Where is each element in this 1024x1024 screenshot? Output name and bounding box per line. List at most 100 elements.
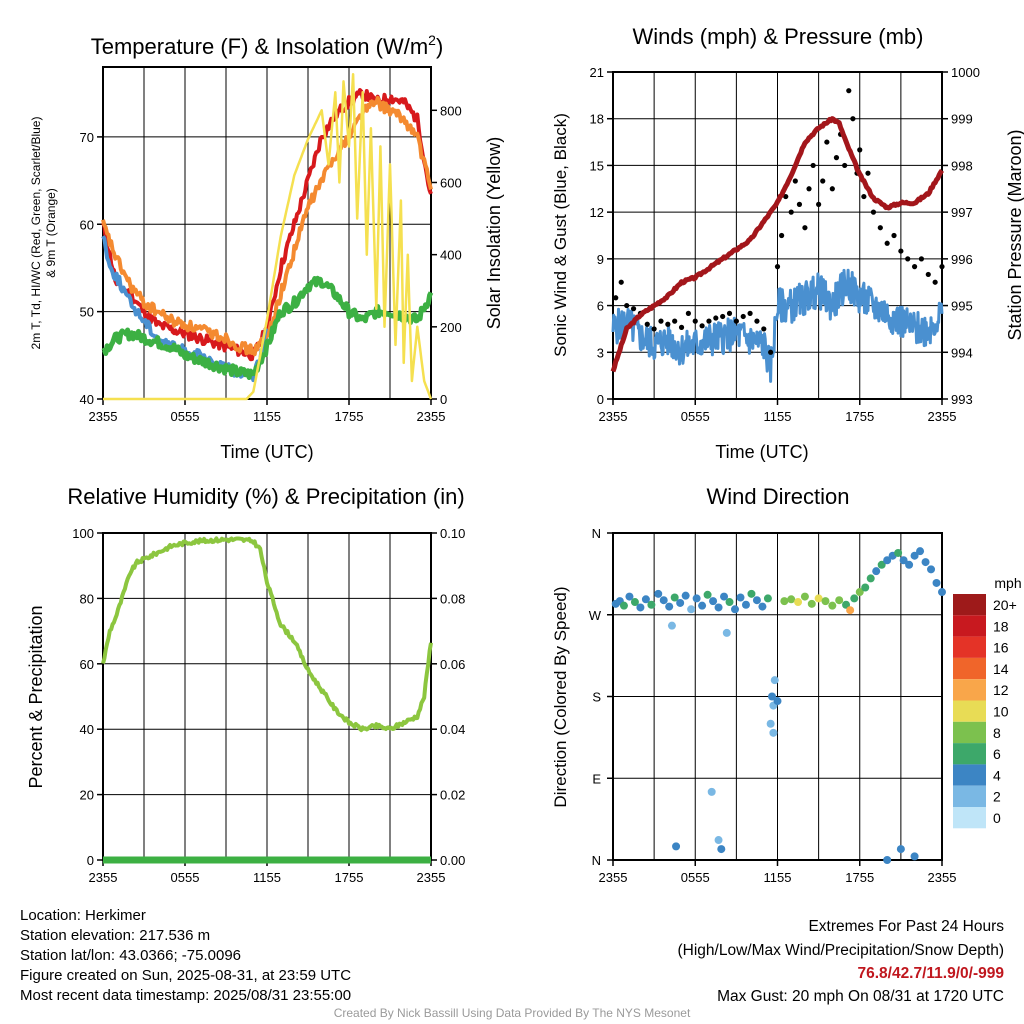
- gust-point: [692, 318, 698, 324]
- legend-label: 6: [993, 746, 1001, 762]
- temp-ytick-right-label: 400: [440, 248, 462, 263]
- dir-xtick-label: 0555: [681, 870, 710, 885]
- wind-ytick-right-label: 1000: [951, 65, 980, 80]
- direction-point: [665, 602, 674, 611]
- gust-point: [846, 88, 852, 94]
- temp-ytick-label: 50: [80, 305, 94, 320]
- direction-point: [910, 852, 919, 861]
- dir-ytick-label: W: [589, 608, 602, 623]
- wind-ytick-label: 15: [590, 158, 604, 173]
- wind-xtick-label: 2355: [928, 409, 957, 424]
- direction-point: [938, 588, 946, 597]
- temp-xtick-label: 1755: [335, 409, 364, 424]
- wind-xtick-label: 1155: [764, 409, 792, 424]
- gust-point: [788, 209, 794, 215]
- gust-point: [783, 193, 789, 200]
- extremes-values: 76.8/42.7/11.9/0/-999: [857, 965, 1004, 982]
- rh-ytick-right-label: 0.08: [440, 591, 465, 606]
- legend-label: 2: [993, 789, 1001, 805]
- gust-point: [810, 162, 816, 169]
- direction-point: [861, 583, 870, 592]
- gust-point: [806, 186, 812, 192]
- wind-ylabel-left: Sonic Wind & Gust (Blue, Black): [551, 113, 570, 357]
- direction-point: [703, 590, 712, 599]
- direction-point: [899, 556, 908, 565]
- wind-ytick-label: 9: [597, 252, 604, 267]
- gust-point: [905, 256, 911, 262]
- direction-point: [720, 592, 729, 601]
- legend-label: 10: [993, 704, 1009, 720]
- rh-line: [101, 536, 433, 733]
- direction-point: [741, 600, 750, 609]
- direction-point: [814, 594, 823, 603]
- gust-point: [850, 116, 856, 122]
- gust-point: [678, 324, 685, 330]
- direction-point: [800, 592, 809, 601]
- direction-point: [717, 845, 726, 854]
- direction-point: [927, 565, 936, 574]
- direction-point: [731, 605, 740, 614]
- temp-ylabel-right: Solar Insolation (Yellow): [484, 137, 504, 329]
- direction-point: [846, 606, 855, 615]
- direction-point: [672, 842, 681, 851]
- gust-point: [911, 264, 918, 270]
- direction-point: [659, 596, 668, 605]
- temp-chart-title: Temperature (F) & Insolation (W/m2): [91, 32, 444, 59]
- temp-ytick-right-label: 0: [440, 392, 447, 407]
- wind-ytick-label: 6: [597, 299, 604, 314]
- dir-ytick-label: E: [592, 771, 601, 786]
- legend-label: 18: [993, 618, 1009, 634]
- direction-point: [647, 600, 656, 609]
- gust-point: [685, 310, 691, 316]
- direction-point: [763, 594, 772, 603]
- direction-point: [807, 599, 816, 608]
- dir-xtick-label: 2355: [599, 870, 628, 885]
- extremes-subtitle: (High/Low/Max Wind/Precipitation/Snow De…: [677, 942, 1005, 959]
- direction-point: [821, 597, 830, 606]
- gust-point: [672, 318, 678, 324]
- wind-ytick-right-label: 993: [951, 392, 973, 407]
- direction-point: [794, 598, 803, 607]
- extremes-title: Extremes For Past 24 Hours: [808, 918, 1004, 935]
- temp-series-yellow: [103, 72, 433, 401]
- temp-xlabel: Time (UTC): [220, 442, 313, 462]
- gust-point: [842, 162, 848, 169]
- legend-swatch: [953, 764, 986, 786]
- temp-ylabel-left-2: & 9m T (Orange): [44, 188, 58, 278]
- gust-point: [829, 186, 835, 192]
- gust-point: [824, 139, 830, 145]
- rh-xtick-label: 1155: [253, 870, 281, 885]
- wind-ylabel-right: Station Pressure (Maroon): [1005, 129, 1024, 340]
- direction-point: [641, 595, 650, 604]
- direction-point: [916, 547, 925, 556]
- temp-series-orange: [101, 95, 433, 357]
- gust-point: [816, 201, 822, 207]
- direction-point: [681, 591, 690, 600]
- rh-ytick-right-label: 0.06: [440, 657, 465, 672]
- direction-point: [747, 589, 756, 598]
- gust-point: [706, 318, 712, 324]
- wind-ytick-right-label: 997: [951, 205, 973, 220]
- direction-point: [752, 596, 761, 605]
- direction-point: [921, 558, 930, 567]
- rh-ylabel-left: Percent & Precipitation: [26, 605, 46, 788]
- gust-point: [820, 178, 826, 184]
- gust-point: [865, 170, 871, 176]
- recent-timestamp-text: Most recent data timestamp: 2025/08/31 2…: [20, 987, 352, 1004]
- wind-xtick-label: 1755: [845, 409, 874, 424]
- temp-ytick-right-label: 200: [440, 320, 462, 335]
- direction-point: [667, 621, 676, 630]
- direction-point: [842, 600, 851, 609]
- direction-point: [654, 589, 663, 598]
- dir-chart-title: Wind Direction: [706, 484, 849, 509]
- gust-point: [802, 225, 808, 231]
- rh-xtick-label: 2355: [89, 870, 118, 885]
- legend-swatch: [953, 700, 986, 722]
- rh-xtick-label: 2355: [417, 870, 446, 885]
- max-gust-text: Max Gust: 20 mph On 08/31 at 1720 UTC: [717, 988, 1004, 1005]
- gust-point: [747, 310, 753, 316]
- temp-xtick-label: 0555: [171, 409, 200, 424]
- direction-point: [714, 836, 723, 845]
- temp-ytick-label: 60: [80, 217, 94, 232]
